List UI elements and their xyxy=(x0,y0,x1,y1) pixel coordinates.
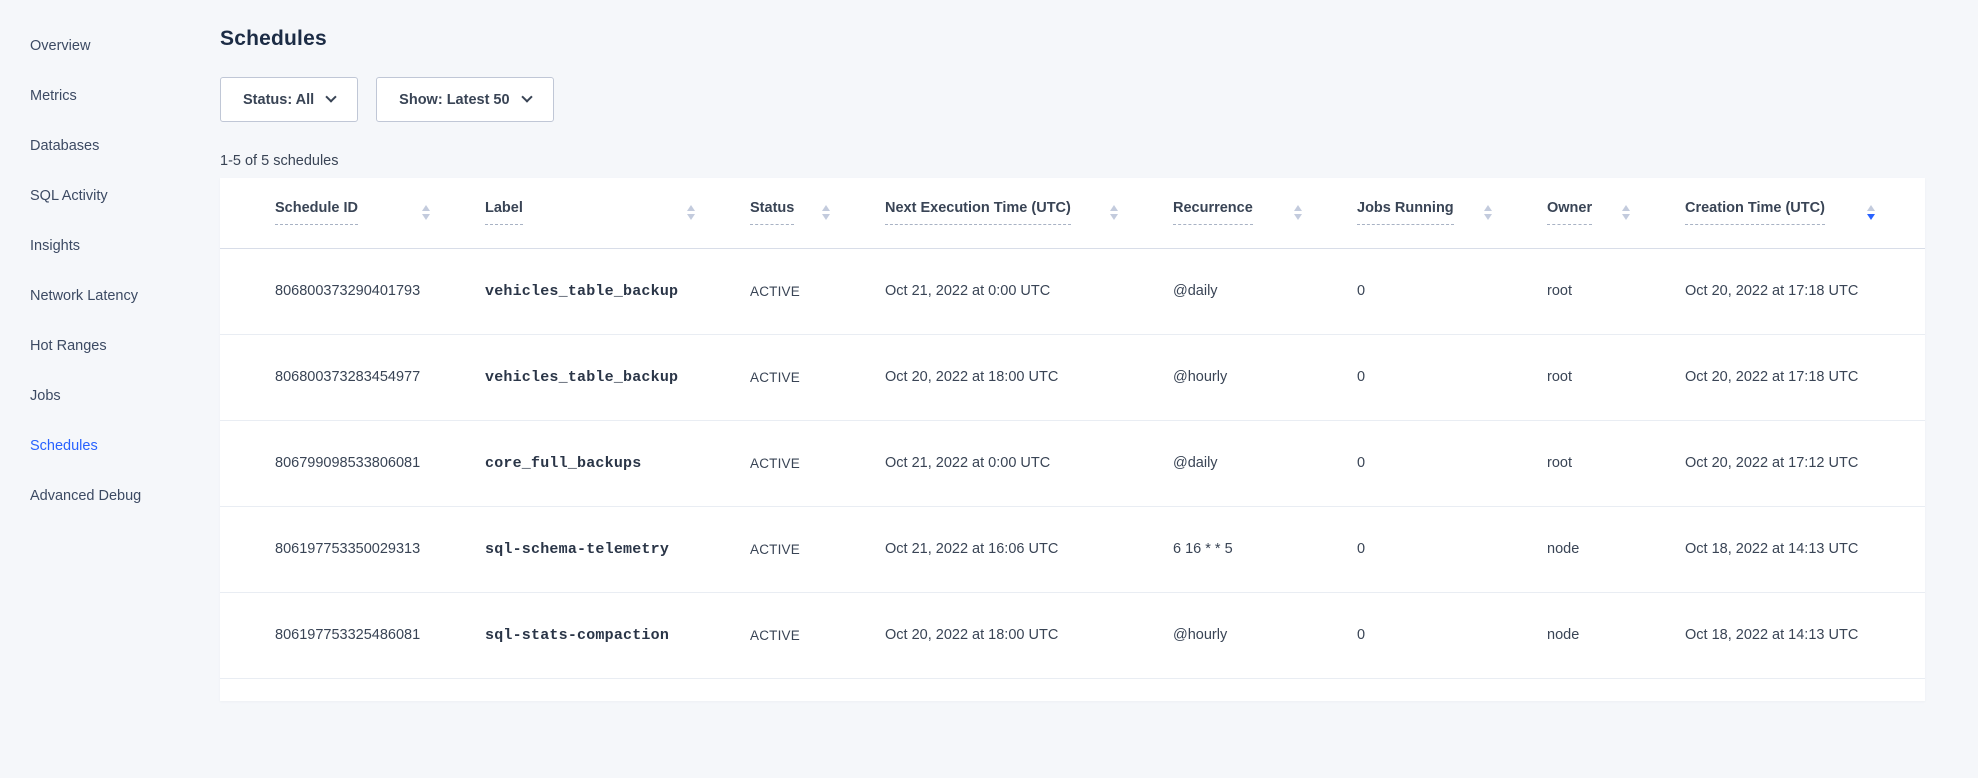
cell-status: ACTIVE xyxy=(750,506,885,593)
column-header-status[interactable]: Status xyxy=(750,178,885,249)
status-filter-label: Status: All xyxy=(243,91,315,108)
column-label: Schedule ID xyxy=(275,200,358,226)
cell-label: vehicles_table_backup xyxy=(485,334,750,421)
sidebar-item-schedules[interactable]: Schedules xyxy=(30,438,98,454)
sidebar-nav: Overview Metrics Databases SQL Activity Insi… xyxy=(0,0,205,521)
page-title: Schedules xyxy=(220,27,327,50)
cell-recurrence: @hourly xyxy=(1173,334,1357,421)
cell-schedule-id: 806800373283454977 xyxy=(220,334,485,421)
table-row: 806197753325486081 sql-stats-compaction AC… xyxy=(220,592,1925,679)
table-row: 806197753350029313 sql-schema-telemetry AC… xyxy=(220,506,1925,593)
sidebar-item-overview[interactable]: Overview xyxy=(30,38,91,54)
sort-arrows-icon xyxy=(687,205,695,221)
column-header-next-execution-time-utc[interactable]: Next Execution Time (UTC) xyxy=(885,178,1173,249)
sort-arrows-icon xyxy=(1622,205,1630,221)
cell-owner: node xyxy=(1547,592,1685,679)
cell-schedule-id: 806197753325486081 xyxy=(220,592,485,679)
column-header-schedule-id[interactable]: Schedule ID xyxy=(220,178,485,249)
table-header-row: Schedule ID Label Status Next Execution Tim… xyxy=(220,178,1925,249)
cell-jobs-running: 0 xyxy=(1357,334,1547,421)
cell-status: ACTIVE xyxy=(750,420,885,507)
column-header-jobs-running[interactable]: Jobs Running xyxy=(1357,178,1547,249)
column-label: Next Execution Time (UTC) xyxy=(885,200,1071,226)
table-row: 806800373290401793 vehicles_table_backup A… xyxy=(220,248,1925,335)
table-row: 806799098533806081 core_full_backups ACTIV… xyxy=(220,420,1925,507)
column-header-creation-time-utc[interactable]: Creation Time (UTC) xyxy=(1685,178,1925,249)
cell-recurrence: 6 16 * * 5 xyxy=(1173,506,1357,593)
cell-jobs-running: 0 xyxy=(1357,506,1547,593)
cell-creation-time: Oct 18, 2022 at 14:13 UTC xyxy=(1685,592,1925,679)
cell-label: sql-stats-compaction xyxy=(485,592,750,679)
cell-label: vehicles_table_backup xyxy=(485,248,750,335)
results-count: 1-5 of 5 schedules xyxy=(220,153,339,169)
cell-owner: root xyxy=(1547,248,1685,335)
sidebar-item-insights[interactable]: Insights xyxy=(30,238,80,254)
main-content: Schedules Status: All Show: Latest 50 1-… xyxy=(220,0,1925,701)
schedules-table: Schedule ID Label Status Next Execution Tim… xyxy=(220,178,1925,679)
cell-schedule-id: 806800373290401793 xyxy=(220,248,485,335)
cell-schedule-id: 806197753350029313 xyxy=(220,506,485,593)
cell-creation-time: Oct 20, 2022 at 17:18 UTC xyxy=(1685,334,1925,421)
sort-arrows-icon xyxy=(422,205,430,221)
column-header-label[interactable]: Label xyxy=(485,178,750,249)
column-label: Owner xyxy=(1547,200,1593,226)
show-filter-dropdown[interactable]: Show: Latest 50 xyxy=(376,77,554,122)
cell-jobs-running: 0 xyxy=(1357,248,1547,335)
cell-next-execution: Oct 21, 2022 at 0:00 UTC xyxy=(885,420,1173,507)
sidebar-item-advanced-debug[interactable]: Advanced Debug xyxy=(30,488,142,504)
cell-creation-time: Oct 20, 2022 at 17:12 UTC xyxy=(1685,420,1925,507)
cell-owner: root xyxy=(1547,334,1685,421)
column-label: Creation Time (UTC) xyxy=(1685,200,1825,226)
sidebar-item-metrics[interactable]: Metrics xyxy=(30,88,77,104)
filters-bar: Status: All Show: Latest 50 xyxy=(220,77,1925,122)
chevron-down-icon xyxy=(325,91,337,103)
cell-status: ACTIVE xyxy=(750,592,885,679)
cell-label: sql-schema-telemetry xyxy=(485,506,750,593)
cell-label: core_full_backups xyxy=(485,420,750,507)
sidebar-item-hot-ranges[interactable]: Hot Ranges xyxy=(30,338,107,354)
cell-creation-time: Oct 20, 2022 at 17:18 UTC xyxy=(1685,248,1925,335)
status-filter-dropdown[interactable]: Status: All xyxy=(220,77,359,122)
sidebar-item-sql-activity[interactable]: SQL Activity xyxy=(30,188,108,204)
sidebar-item-network-latency[interactable]: Network Latency xyxy=(30,288,138,304)
cell-owner: node xyxy=(1547,506,1685,593)
cell-next-execution: Oct 21, 2022 at 0:00 UTC xyxy=(885,248,1173,335)
cell-recurrence: @hourly xyxy=(1173,592,1357,679)
column-header-owner[interactable]: Owner xyxy=(1547,178,1685,249)
show-filter-label: Show: Latest 50 xyxy=(399,91,510,108)
cell-owner: root xyxy=(1547,420,1685,507)
sidebar-item-jobs[interactable]: Jobs xyxy=(30,388,61,404)
chevron-down-icon xyxy=(520,91,533,103)
cell-status: ACTIVE xyxy=(750,248,885,335)
sort-arrows-icon xyxy=(822,205,830,221)
column-label: Jobs Running xyxy=(1357,200,1454,226)
sort-arrows-icon xyxy=(1294,205,1302,221)
cell-jobs-running: 0 xyxy=(1357,420,1547,507)
cell-next-execution: Oct 21, 2022 at 16:06 UTC xyxy=(885,506,1173,593)
cell-creation-time: Oct 18, 2022 at 14:13 UTC xyxy=(1685,506,1925,593)
cell-next-execution: Oct 20, 2022 at 18:00 UTC xyxy=(885,592,1173,679)
sort-arrows-icon xyxy=(1484,205,1492,221)
sort-arrows-icon xyxy=(1110,205,1118,221)
column-label: Status xyxy=(750,200,795,226)
cell-recurrence: @daily xyxy=(1173,420,1357,507)
cell-jobs-running: 0 xyxy=(1357,592,1547,679)
column-label: Label xyxy=(485,200,523,226)
table-row: 806800373283454977 vehicles_table_backup A… xyxy=(220,334,1925,421)
cell-status: ACTIVE xyxy=(750,334,885,421)
schedules-card: Schedule ID Label Status Next Execution Tim… xyxy=(220,178,1925,701)
cell-schedule-id: 806799098533806081 xyxy=(220,420,485,507)
sidebar-item-databases[interactable]: Databases xyxy=(30,138,100,154)
sort-arrows-icon xyxy=(1867,205,1875,221)
cell-recurrence: @daily xyxy=(1173,248,1357,335)
column-header-recurrence[interactable]: Recurrence xyxy=(1173,178,1357,249)
cell-next-execution: Oct 20, 2022 at 18:00 UTC xyxy=(885,334,1173,421)
column-label: Recurrence xyxy=(1173,200,1253,226)
